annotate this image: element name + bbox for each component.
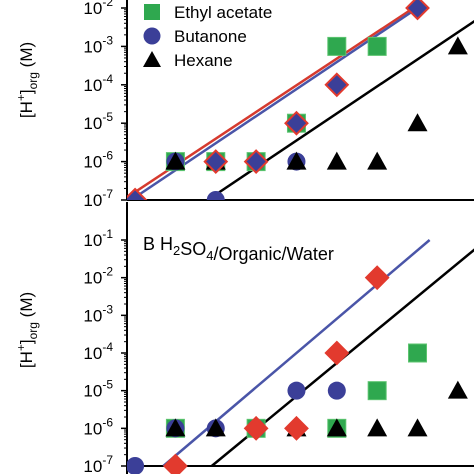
point-hexane bbox=[205, 418, 226, 437]
point-butanone bbox=[287, 381, 306, 400]
point-hexane bbox=[326, 151, 347, 170]
point-hexane bbox=[165, 418, 186, 437]
point-hexane bbox=[286, 151, 307, 170]
y-tick-label: 10-4 bbox=[83, 72, 113, 95]
legend-label: Hexane bbox=[174, 51, 233, 70]
point-hexane bbox=[367, 151, 388, 170]
point-ethyl-acetate bbox=[367, 36, 387, 56]
panel-B: 10-7 10-6 10-5 10-4 10-3 10-2 10-1 [H+]org (M) B… bbox=[14, 202, 474, 474]
y-axis-label: [H+]org (M) bbox=[14, 292, 40, 368]
y-tick-label: 10-5 bbox=[83, 110, 113, 133]
point-diamond bbox=[364, 265, 390, 291]
point-hexane bbox=[367, 418, 388, 437]
point-butanone bbox=[327, 381, 346, 400]
y-tick-label: 10-3 bbox=[83, 302, 113, 325]
y-tick-label: 10-6 bbox=[83, 415, 113, 438]
point-butanone bbox=[206, 191, 225, 200]
point-hexane bbox=[407, 418, 428, 437]
legend-label: Butanone bbox=[174, 27, 247, 46]
panel-title: H2SO4/Organic/Water bbox=[160, 234, 334, 264]
y-tick-label: 10-4 bbox=[83, 340, 113, 363]
y-tick-label: 10-2 bbox=[83, 265, 113, 288]
fit-line bbox=[207, 20, 474, 200]
point-diamond bbox=[324, 340, 350, 366]
point-hexane bbox=[165, 151, 186, 170]
legend-triangle-icon bbox=[143, 51, 161, 67]
point-butanone bbox=[127, 457, 145, 474]
point-hexane bbox=[447, 36, 468, 55]
point-ethyl-acetate bbox=[327, 36, 347, 56]
y-tick-label: 10-1 bbox=[83, 227, 113, 250]
point-diamond bbox=[203, 149, 229, 175]
panel-A: 10-7 10-6 10-5 10-4 10-3 10-2 [H+]org (M) Ethyl… bbox=[14, 0, 474, 210]
point-diamond bbox=[284, 415, 309, 441]
y-tick-label: 10-3 bbox=[83, 33, 113, 56]
y-axis-label: [H+]org (M) bbox=[14, 42, 40, 118]
y-tick-label: 10-5 bbox=[83, 378, 113, 401]
point-diamond bbox=[243, 415, 269, 441]
point-hexane bbox=[447, 380, 468, 399]
point-hexane bbox=[326, 418, 347, 437]
fit-line bbox=[127, 6, 415, 199]
y-tick-label: 10-6 bbox=[83, 149, 113, 172]
legend-label: Ethyl acetate bbox=[174, 3, 272, 22]
point-diamond bbox=[163, 453, 188, 474]
point-diamond bbox=[405, 0, 430, 21]
y-tick-label: 10-7 bbox=[83, 453, 113, 474]
y-tick-label: 10-2 bbox=[83, 0, 113, 18]
markers bbox=[127, 0, 468, 200]
panel-label: B bbox=[143, 234, 155, 254]
point-ethyl-acetate bbox=[408, 343, 428, 363]
legend-square-icon bbox=[144, 4, 160, 20]
point-diamond bbox=[243, 149, 269, 175]
point-ethyl-acetate bbox=[367, 381, 387, 401]
legend-circle-icon bbox=[143, 27, 161, 45]
markers bbox=[127, 265, 468, 474]
point-diamond bbox=[324, 72, 350, 98]
legend: Ethyl acetate Butanone Hexane bbox=[143, 3, 272, 70]
y-tick-label: 10-7 bbox=[83, 187, 113, 210]
point-diamond bbox=[127, 187, 148, 200]
point-hexane bbox=[407, 113, 428, 132]
point-diamond bbox=[284, 110, 309, 136]
